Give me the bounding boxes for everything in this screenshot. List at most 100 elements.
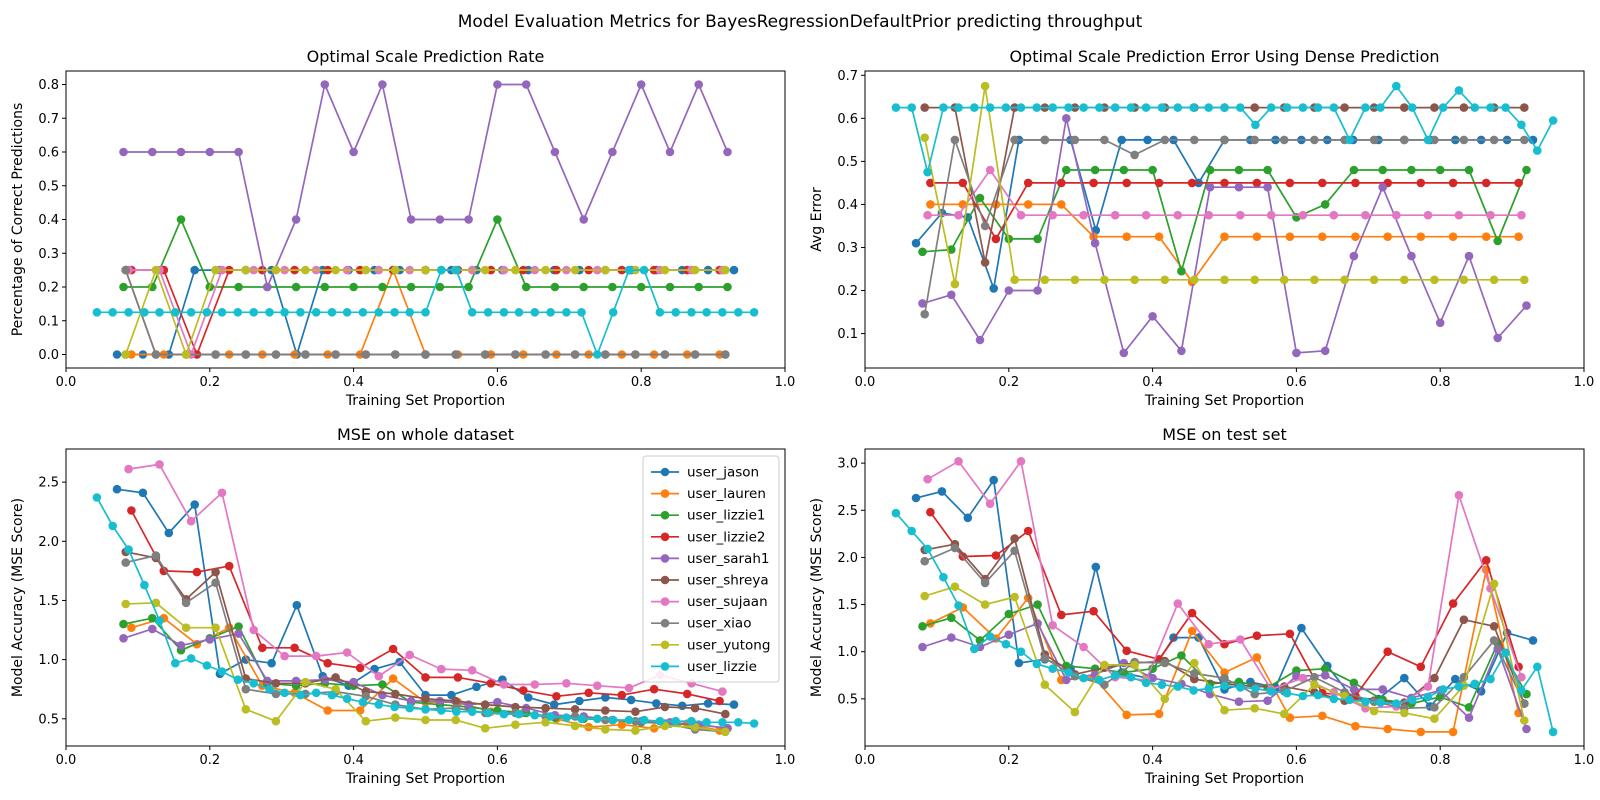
data-point [1014, 658, 1024, 668]
data-point [1252, 653, 1262, 662]
data-point [249, 679, 258, 688]
data-point [1001, 103, 1011, 112]
series-user_xiao [121, 265, 730, 359]
data-point [1285, 232, 1295, 241]
data-point [1470, 103, 1479, 112]
y-tick-label: 0.5 [38, 712, 59, 727]
series-user_sujaan [923, 165, 1526, 220]
data-point [280, 688, 289, 698]
data-point [1320, 664, 1330, 673]
data-point [435, 696, 445, 706]
data-point [280, 651, 289, 661]
data-point [1459, 103, 1469, 112]
data-point [1279, 135, 1289, 145]
data-point [624, 715, 634, 725]
data-point [406, 696, 416, 706]
data-point [1448, 232, 1458, 241]
data-point [1279, 275, 1289, 285]
data-point [1090, 165, 1100, 175]
data-point [891, 103, 901, 112]
data-point [249, 308, 258, 317]
data-point [1376, 103, 1385, 112]
data-point [1318, 711, 1327, 721]
legend-label: user_shreya [687, 573, 769, 589]
data-point [1189, 686, 1198, 695]
data-point [989, 284, 998, 293]
data-point [1266, 210, 1276, 220]
data-point [1320, 671, 1330, 680]
y-tick-label: 0.5 [38, 179, 59, 194]
data-point [1070, 275, 1080, 285]
data-point [108, 521, 117, 531]
data-point [950, 582, 960, 591]
data-point [1033, 600, 1042, 609]
data-point [119, 634, 128, 643]
data-point [1493, 333, 1502, 343]
data-point [1313, 690, 1323, 700]
data-point [1126, 103, 1136, 112]
data-point [1282, 103, 1292, 112]
data-point [421, 350, 430, 359]
data-point [1252, 631, 1262, 640]
data-point [151, 350, 161, 359]
data-point [562, 679, 571, 688]
data-point [119, 282, 128, 292]
data-point [263, 282, 272, 292]
data-point [923, 474, 932, 484]
data-point [911, 493, 921, 503]
data-point [1117, 135, 1126, 145]
data-point [1236, 103, 1245, 112]
y-tick-label: 0.1 [38, 314, 59, 329]
data-point [947, 290, 956, 300]
legend-label: user_lizzie1 [687, 508, 766, 524]
data-point [954, 457, 963, 466]
data-point [265, 308, 274, 317]
data-point [1095, 103, 1104, 112]
data-point [1001, 639, 1011, 649]
data-point [1079, 642, 1088, 652]
data-point [1220, 681, 1229, 690]
data-point [1407, 251, 1416, 261]
data-point [355, 706, 365, 715]
x-tick-label: 0.2 [998, 753, 1019, 768]
data-point [202, 308, 212, 317]
series-user_yutong [121, 598, 730, 737]
data-point [217, 308, 227, 317]
data-point [1204, 639, 1213, 649]
data-point [291, 215, 301, 224]
subplot-title: MSE on whole dataset [337, 425, 514, 444]
data-point [1048, 210, 1057, 220]
data-point [660, 702, 670, 712]
x-tick-label: 1.0 [1574, 375, 1595, 390]
data-point [608, 282, 617, 292]
data-point [447, 690, 456, 700]
data-point [511, 702, 520, 712]
axes-frame [65, 70, 786, 369]
data-point [1378, 685, 1387, 694]
series-user_lizzie [891, 81, 1558, 177]
y-axis-label: Avg Error [809, 187, 825, 252]
data-point [721, 265, 730, 275]
y-tick-label: 0.7 [837, 69, 858, 84]
data-point [1119, 348, 1129, 358]
data-point [639, 265, 649, 275]
y-tick-label: 1.5 [38, 594, 59, 609]
data-point [584, 688, 593, 698]
data-point [148, 624, 157, 634]
y-tick-label: 0.3 [38, 247, 59, 262]
data-point [1282, 688, 1292, 698]
data-point [570, 350, 580, 359]
data-point [694, 80, 703, 89]
data-point [320, 282, 330, 292]
data-point [1263, 696, 1272, 705]
y-tick-label: 1.5 [837, 598, 858, 613]
data-point [1220, 178, 1229, 188]
data-point [211, 350, 220, 359]
data-point [1351, 232, 1360, 241]
series-line [927, 169, 1522, 217]
data-point [480, 265, 490, 275]
data-point [1173, 599, 1183, 608]
data-point [311, 308, 321, 317]
data-point [718, 308, 727, 317]
